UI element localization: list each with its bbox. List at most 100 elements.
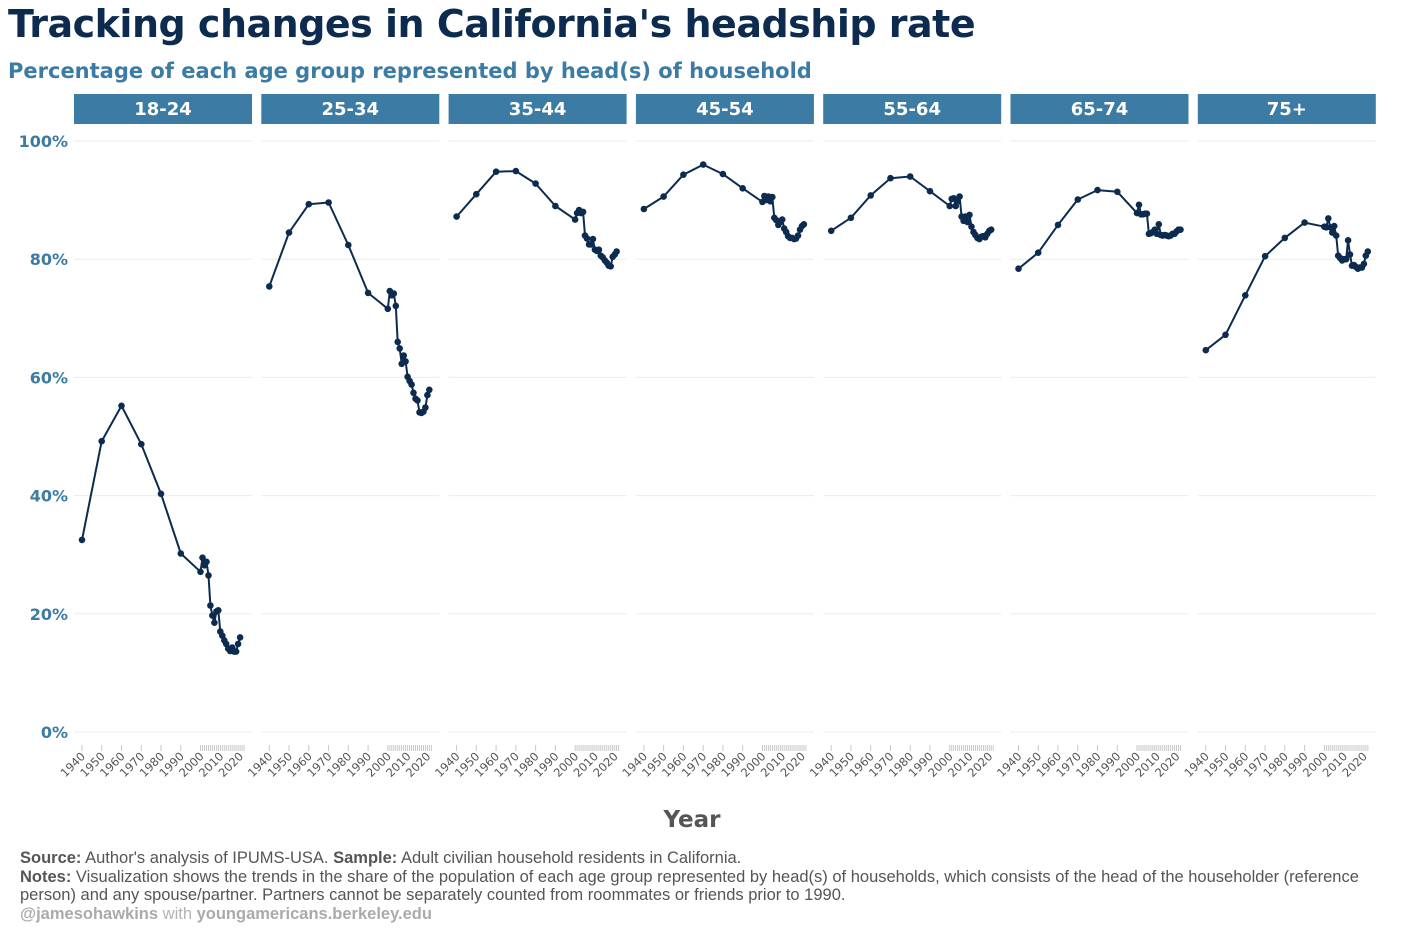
data-point — [640, 205, 648, 213]
data-point — [589, 235, 597, 243]
data-point — [1202, 346, 1210, 354]
facet-label: 75+ — [1267, 99, 1307, 120]
data-point — [847, 214, 855, 222]
data-point — [1346, 251, 1354, 258]
series-line — [81, 404, 242, 653]
data-point — [699, 161, 707, 168]
data-point — [394, 338, 402, 346]
data-point — [232, 648, 240, 655]
data-point — [1074, 196, 1082, 203]
data-point — [408, 381, 415, 388]
facet-strip — [1197, 94, 1376, 124]
data-point — [422, 404, 429, 411]
notes-line: Notes: Visualization shows the trends in… — [20, 868, 1390, 905]
sample-label: Sample: — [333, 849, 398, 867]
y-tick-label: 0% — [41, 723, 68, 742]
data-point — [1155, 221, 1163, 228]
data-point — [414, 397, 421, 404]
data-point — [532, 180, 539, 187]
data-point — [396, 345, 404, 352]
author-handle: @jamesohawkins — [20, 904, 159, 923]
facet-strip — [823, 94, 1002, 124]
facet-strip — [74, 94, 252, 124]
data-point — [207, 602, 214, 609]
data-point — [1330, 222, 1338, 230]
site-link: youngamericans.berkeley.edu — [196, 904, 432, 923]
data-point — [157, 490, 165, 498]
facet-strips: 18-24 25-34 35-44 45-54 55-64 65-74 75+ — [74, 94, 1376, 124]
facet-label: 45-54 — [696, 99, 754, 120]
source-line: Source: Author's analysis of IPUMS-USA. … — [20, 849, 1390, 868]
data-point — [587, 241, 595, 248]
data-point — [345, 241, 352, 249]
data-point — [887, 174, 894, 182]
data-point — [769, 193, 776, 201]
source-label: Source: — [20, 849, 82, 867]
data-point — [595, 246, 603, 253]
data-point — [305, 200, 313, 208]
data-point — [906, 173, 914, 180]
data-point — [827, 227, 835, 235]
data-point — [512, 167, 520, 175]
data-point — [392, 302, 400, 310]
data-point — [1281, 234, 1289, 242]
data-point — [956, 193, 963, 200]
data-point — [739, 185, 746, 192]
data-point — [209, 612, 216, 619]
data-point — [926, 187, 934, 195]
data-point — [1015, 265, 1022, 273]
data-point — [325, 199, 332, 206]
data-point — [964, 218, 971, 226]
facet-strip — [1010, 94, 1189, 124]
data-point — [205, 572, 212, 579]
facet-strip — [261, 94, 440, 124]
data-point — [426, 386, 433, 394]
data-point — [390, 290, 398, 297]
data-point — [1301, 219, 1308, 226]
sample-text: Adult civilian household residents in Ca… — [397, 849, 742, 867]
data-point — [1360, 260, 1368, 268]
data-point — [946, 202, 953, 210]
data-point — [800, 221, 808, 228]
data-point — [968, 223, 975, 230]
data-point — [234, 640, 242, 648]
data-point — [1114, 188, 1121, 196]
data-point — [364, 289, 372, 297]
y-axis: 0% 20% 40% 60% 80% 100% — [19, 132, 68, 742]
data-point — [1342, 255, 1350, 263]
y-tick-label: 40% — [30, 487, 68, 506]
data-point — [552, 202, 559, 210]
data-point — [719, 170, 727, 178]
data-point — [285, 229, 293, 236]
data-point — [453, 213, 460, 220]
chart-title: Tracking changes in California's headshi… — [8, 2, 976, 46]
y-tick-label: 80% — [30, 250, 68, 269]
data-point — [1344, 237, 1352, 244]
data-point — [199, 554, 206, 561]
data-point — [138, 440, 145, 448]
caption: Source: Author's analysis of IPUMS-USA. … — [20, 849, 1390, 923]
data-point — [613, 248, 620, 255]
data-point — [607, 263, 614, 270]
data-point — [571, 216, 579, 223]
facet-label: 65-74 — [1071, 99, 1129, 120]
x-axis-title: Year — [662, 807, 721, 833]
data-point — [197, 568, 204, 576]
y-tick-label: 100% — [19, 132, 68, 151]
data-point — [794, 232, 802, 239]
credit-line: @jamesohawkins with youngamericans.berke… — [20, 905, 1390, 924]
data-point — [583, 235, 591, 242]
data-point — [1325, 215, 1332, 222]
facet-label: 35-44 — [509, 99, 567, 120]
facet-strip — [635, 94, 814, 124]
data-point — [266, 283, 273, 290]
chart-subtitle: Percentage of each age group represented… — [8, 59, 812, 83]
data-point — [424, 391, 431, 399]
data-point — [1054, 221, 1062, 229]
data-point — [1261, 252, 1269, 260]
data-point — [1332, 232, 1340, 239]
data-point — [867, 192, 874, 199]
credit-with: with — [158, 904, 197, 923]
data-point — [1094, 186, 1101, 194]
